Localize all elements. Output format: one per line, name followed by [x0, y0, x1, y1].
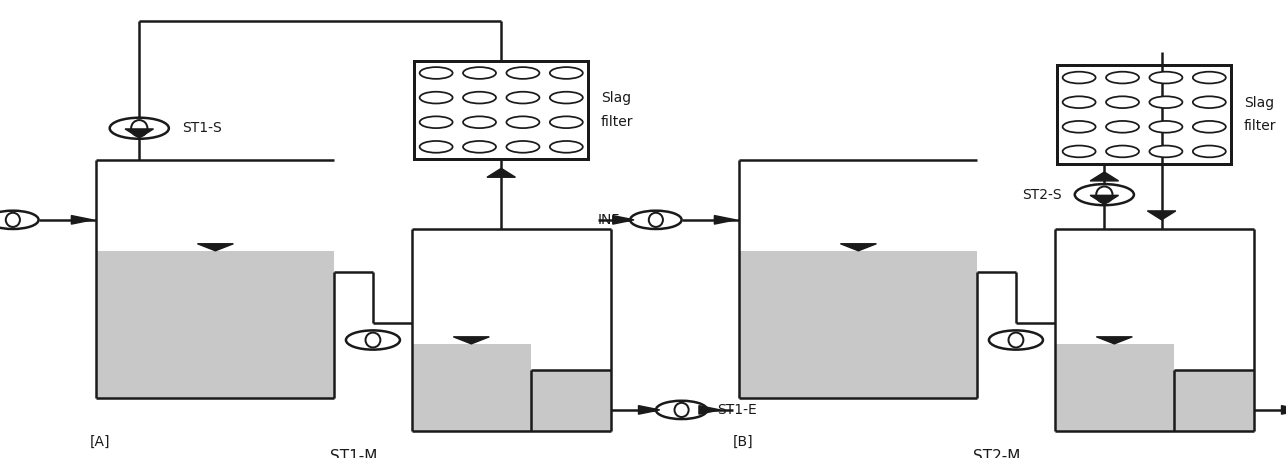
Polygon shape [71, 216, 93, 224]
Circle shape [550, 92, 583, 104]
Bar [1174, 370, 1254, 431]
Circle shape [1193, 96, 1226, 108]
Bar [531, 370, 611, 431]
Circle shape [419, 92, 453, 104]
Circle shape [463, 116, 496, 128]
Text: ST2-S: ST2-S [1022, 188, 1062, 202]
Circle shape [1106, 96, 1139, 108]
Text: Slag: Slag [601, 91, 631, 105]
Ellipse shape [1008, 333, 1024, 348]
Circle shape [630, 211, 682, 229]
Circle shape [1150, 72, 1182, 83]
Circle shape [507, 67, 539, 79]
Polygon shape [197, 244, 234, 251]
Circle shape [463, 92, 496, 104]
Circle shape [419, 67, 453, 79]
Text: ST1-S: ST1-S [181, 121, 221, 135]
Polygon shape [1281, 406, 1286, 414]
Text: INF: INF [598, 213, 620, 227]
Circle shape [1150, 146, 1182, 157]
Polygon shape [841, 244, 877, 251]
Text: [B]: [B] [733, 435, 754, 449]
Circle shape [989, 330, 1043, 349]
Circle shape [507, 141, 539, 153]
Circle shape [1106, 146, 1139, 157]
Bar [96, 251, 334, 398]
Polygon shape [715, 216, 736, 224]
Circle shape [0, 211, 39, 229]
Circle shape [1062, 146, 1096, 157]
Polygon shape [487, 169, 516, 177]
Text: Slag: Slag [1244, 96, 1274, 109]
Polygon shape [700, 406, 720, 414]
Polygon shape [612, 216, 634, 224]
Circle shape [1106, 121, 1139, 133]
Ellipse shape [649, 213, 664, 227]
Circle shape [1150, 96, 1182, 108]
Text: ST1-E: ST1-E [718, 403, 757, 417]
Polygon shape [638, 406, 660, 414]
Ellipse shape [675, 403, 689, 417]
Text: filter: filter [1244, 120, 1277, 133]
Circle shape [1150, 121, 1182, 133]
Circle shape [656, 401, 707, 419]
Circle shape [1075, 184, 1134, 205]
Circle shape [507, 92, 539, 104]
Circle shape [507, 116, 539, 128]
Circle shape [109, 118, 168, 139]
Polygon shape [1096, 337, 1133, 344]
Bar [1055, 344, 1174, 431]
Ellipse shape [1096, 186, 1112, 203]
Bar [1057, 65, 1231, 164]
Circle shape [463, 67, 496, 79]
Bar [739, 251, 977, 398]
Ellipse shape [5, 213, 19, 227]
Circle shape [419, 116, 453, 128]
Bar [414, 61, 588, 159]
Ellipse shape [131, 120, 148, 136]
Circle shape [1062, 121, 1096, 133]
Circle shape [550, 116, 583, 128]
Circle shape [346, 330, 400, 349]
Polygon shape [125, 129, 153, 138]
Bar [412, 344, 531, 431]
Circle shape [550, 67, 583, 79]
Polygon shape [1091, 196, 1119, 204]
Text: ST1-M: ST1-M [331, 449, 377, 458]
Text: filter: filter [601, 115, 634, 129]
Polygon shape [453, 337, 489, 344]
Circle shape [1193, 72, 1226, 83]
Polygon shape [1147, 211, 1175, 220]
Text: [A]: [A] [90, 435, 111, 449]
Polygon shape [1091, 172, 1119, 181]
Ellipse shape [365, 333, 381, 348]
Circle shape [1062, 72, 1096, 83]
Circle shape [463, 141, 496, 153]
Circle shape [1193, 146, 1226, 157]
Circle shape [1193, 121, 1226, 133]
Circle shape [419, 141, 453, 153]
Text: ST2-M: ST2-M [974, 449, 1020, 458]
Circle shape [1062, 96, 1096, 108]
Circle shape [550, 141, 583, 153]
Circle shape [1106, 72, 1139, 83]
